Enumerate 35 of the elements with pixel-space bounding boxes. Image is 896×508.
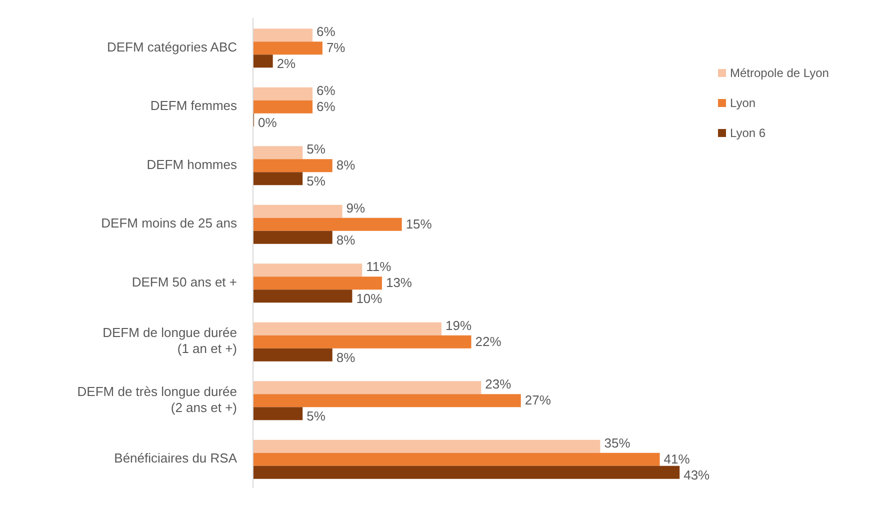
y-tick-label: DEFM de très longue durée (2 ans et +) xyxy=(77,384,237,415)
data-label: 10% xyxy=(356,291,383,306)
y-tick-label: DEFM 50 ans et + xyxy=(132,274,237,290)
data-label: 9% xyxy=(346,200,366,216)
data-label: 13% xyxy=(386,275,412,290)
data-label: 11% xyxy=(366,259,392,274)
data-label: 6% xyxy=(316,24,336,40)
data-label: 5% xyxy=(306,408,326,424)
data-label: 8% xyxy=(336,158,356,173)
legend-label: Lyon xyxy=(730,96,756,110)
data-label: 7% xyxy=(326,40,346,56)
legend-label: Lyon 6 xyxy=(730,126,766,140)
data-label: 15% xyxy=(406,216,432,232)
data-label: 27% xyxy=(524,392,552,408)
data-label: 5% xyxy=(306,174,326,189)
legend-label: Métropole de Lyon xyxy=(730,66,829,80)
data-label: 6% xyxy=(316,98,336,114)
data-label: 43% xyxy=(684,467,710,482)
y-tick-label: DEFM de longue durée (1 an et +) xyxy=(102,325,237,356)
data-label: 6% xyxy=(316,82,336,98)
data-label: 19% xyxy=(446,318,472,333)
data-label: 8% xyxy=(336,350,356,365)
data-label: 35% xyxy=(604,435,631,450)
y-tick-label: DEFM catégories ABC xyxy=(106,39,237,54)
data-label: 41% xyxy=(664,451,690,466)
y-tick-label: DEFM moins de 25 ans xyxy=(101,216,238,231)
y-tick-label: DEFM femmes xyxy=(150,98,238,114)
y-tick-label: DEFM hommes xyxy=(146,156,238,172)
data-label: 23% xyxy=(485,376,512,392)
data-label: 8% xyxy=(336,232,356,248)
data-label: 0% xyxy=(258,114,278,130)
data-label: 22% xyxy=(475,334,502,349)
data-label: 5% xyxy=(306,142,326,157)
y-tick-label: Bénéficiaires du RSA xyxy=(114,450,238,466)
data-label: 2% xyxy=(276,56,296,72)
